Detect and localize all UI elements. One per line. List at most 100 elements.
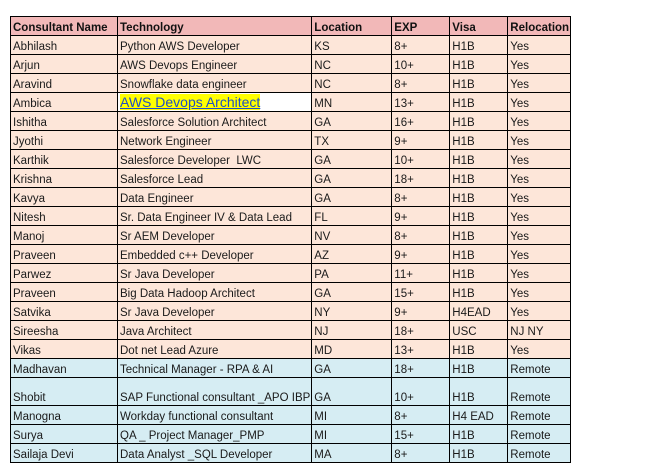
cell-exp[interactable]: 10+ — [391, 54, 451, 74]
cell-exp[interactable]: 8+ — [391, 187, 451, 207]
cell-name[interactable]: Ishitha — [10, 111, 118, 131]
cell-name[interactable]: Praveen — [10, 282, 118, 302]
cell-exp[interactable]: 8+ — [391, 35, 451, 55]
cell-location[interactable]: PA — [311, 263, 393, 283]
cell-name[interactable]: Aravind — [10, 73, 118, 93]
cell-exp[interactable]: 18+ — [391, 320, 451, 340]
cell-location[interactable]: MA — [311, 443, 393, 463]
cell-visa[interactable]: H1B — [449, 206, 509, 226]
cell-visa[interactable]: H1B — [449, 111, 509, 131]
cell-visa[interactable]: H1B — [449, 358, 509, 378]
cell-location[interactable]: NC — [311, 54, 393, 74]
cell-location[interactable]: KS — [311, 35, 393, 55]
cell-name[interactable]: Sailaja Devi — [10, 443, 118, 463]
cell-exp[interactable]: 10+ — [391, 149, 451, 169]
cell-technology[interactable]: Data Analyst _SQL Developer — [116, 443, 313, 463]
cell-exp[interactable]: 16+ — [391, 111, 451, 131]
cell-technology[interactable]: Sr AEM Developer — [116, 225, 313, 245]
cell-exp[interactable]: 8+ — [391, 225, 451, 245]
cell-relocation[interactable]: Yes — [507, 111, 572, 131]
header-relocation[interactable]: Relocation — [507, 16, 572, 36]
cell-visa[interactable]: H1B — [449, 339, 509, 359]
header-technology[interactable]: Technology — [116, 16, 313, 36]
cell-relocation[interactable]: Yes — [507, 187, 572, 207]
cell-relocation[interactable]: Remote — [507, 358, 572, 378]
header-visa[interactable]: Visa — [449, 16, 509, 36]
cell-exp[interactable]: 8+ — [391, 73, 451, 93]
cell-relocation[interactable]: NJ NY — [507, 320, 572, 340]
cell-technology[interactable]: AWS Devops Engineer — [116, 54, 313, 74]
cell-location[interactable]: FL — [311, 206, 393, 226]
cell-technology[interactable]: Salesforce Solution Architect — [116, 111, 313, 131]
cell-relocation[interactable]: Yes — [507, 92, 572, 112]
cell-location[interactable]: GA — [311, 358, 393, 378]
cell-exp[interactable]: 11+ — [391, 263, 451, 283]
cell-relocation[interactable]: Yes — [507, 206, 572, 226]
cell-technology[interactable]: Snowflake data engineer — [116, 73, 313, 93]
cell-location[interactable]: NV — [311, 225, 393, 245]
cell-exp[interactable]: 9+ — [391, 244, 451, 264]
cell-technology[interactable]: Salesforce Developer LWC — [116, 149, 313, 169]
cell-technology[interactable]: Python AWS Developer — [116, 35, 313, 55]
header-location[interactable]: Location — [311, 16, 393, 36]
cell-exp[interactable]: 13+ — [391, 339, 451, 359]
cell-location[interactable]: GA — [311, 282, 393, 302]
cell-visa[interactable]: H1B — [449, 282, 509, 302]
cell-technology[interactable]: Sr. Data Engineer IV & Data Lead — [116, 206, 313, 226]
cell-relocation[interactable]: Yes — [507, 282, 572, 302]
cell-technology[interactable]: QA _ Project Manager_PMP — [116, 424, 313, 444]
cell-name[interactable]: Madhavan — [10, 358, 118, 378]
cell-location[interactable]: GA — [311, 187, 393, 207]
cell-exp[interactable]: 15+ — [391, 424, 451, 444]
cell-name[interactable]: Parwez — [10, 263, 118, 283]
cell-relocation[interactable]: Yes — [507, 263, 572, 283]
cell-technology[interactable]: Big Data Hadoop Architect — [116, 282, 313, 302]
cell-location[interactable]: GA — [311, 377, 393, 406]
cell-relocation[interactable]: Yes — [507, 168, 572, 188]
cell-visa[interactable]: H1B — [449, 130, 509, 150]
cell-name[interactable]: Jyothi — [10, 130, 118, 150]
cell-location[interactable]: NJ — [311, 320, 393, 340]
cell-visa[interactable]: H1B — [449, 377, 509, 406]
cell-technology[interactable]: Sr Java Developer — [116, 263, 313, 283]
cell-location[interactable]: MD — [311, 339, 393, 359]
cell-name[interactable]: Krishna — [10, 168, 118, 188]
cell-location[interactable]: MN — [311, 92, 393, 112]
cell-technology[interactable]: Java Architect — [116, 320, 313, 340]
cell-visa[interactable]: H1B — [449, 35, 509, 55]
cell-relocation[interactable]: Yes — [507, 225, 572, 245]
cell-name[interactable]: Surya — [10, 424, 118, 444]
cell-name[interactable]: Sireesha — [10, 320, 118, 340]
cell-location[interactable]: NY — [311, 301, 393, 321]
cell-name[interactable]: Shobit — [10, 377, 118, 406]
cell-visa[interactable]: H1B — [449, 92, 509, 112]
cell-location[interactable]: GA — [311, 168, 393, 188]
cell-name[interactable]: Praveen — [10, 244, 118, 264]
cell-visa[interactable]: H1B — [449, 168, 509, 188]
cell-relocation[interactable]: Yes — [507, 130, 572, 150]
cell-name[interactable]: Manogna — [10, 405, 118, 425]
cell-name[interactable]: Kavya — [10, 187, 118, 207]
cell-location[interactable]: MI — [311, 424, 393, 444]
cell-exp[interactable]: 10+ — [391, 377, 451, 406]
cell-relocation[interactable]: Remote — [507, 424, 572, 444]
cell-technology[interactable]: Embedded c++ Developer — [116, 244, 313, 264]
technology-link[interactable]: AWS Devops Architect — [120, 94, 261, 110]
cell-relocation[interactable]: Yes — [507, 244, 572, 264]
cell-relocation[interactable]: Yes — [507, 339, 572, 359]
cell-location[interactable]: GA — [311, 149, 393, 169]
cell-visa[interactable]: H1B — [449, 225, 509, 245]
cell-exp[interactable]: 8+ — [391, 405, 451, 425]
cell-technology[interactable]: Technical Manager - RPA & AI — [116, 358, 313, 378]
cell-name[interactable]: Ambica — [10, 92, 118, 112]
cell-exp[interactable]: 15+ — [391, 282, 451, 302]
cell-exp[interactable]: 9+ — [391, 130, 451, 150]
cell-exp[interactable]: 18+ — [391, 168, 451, 188]
cell-visa[interactable]: H4 EAD — [449, 405, 509, 425]
cell-visa[interactable]: H4EAD — [449, 301, 509, 321]
cell-name[interactable]: Abhilash — [10, 35, 118, 55]
cell-relocation[interactable]: Remote — [507, 443, 572, 463]
cell-name[interactable]: Nitesh — [10, 206, 118, 226]
cell-visa[interactable]: USC — [449, 320, 509, 340]
cell-location[interactable]: MI — [311, 405, 393, 425]
